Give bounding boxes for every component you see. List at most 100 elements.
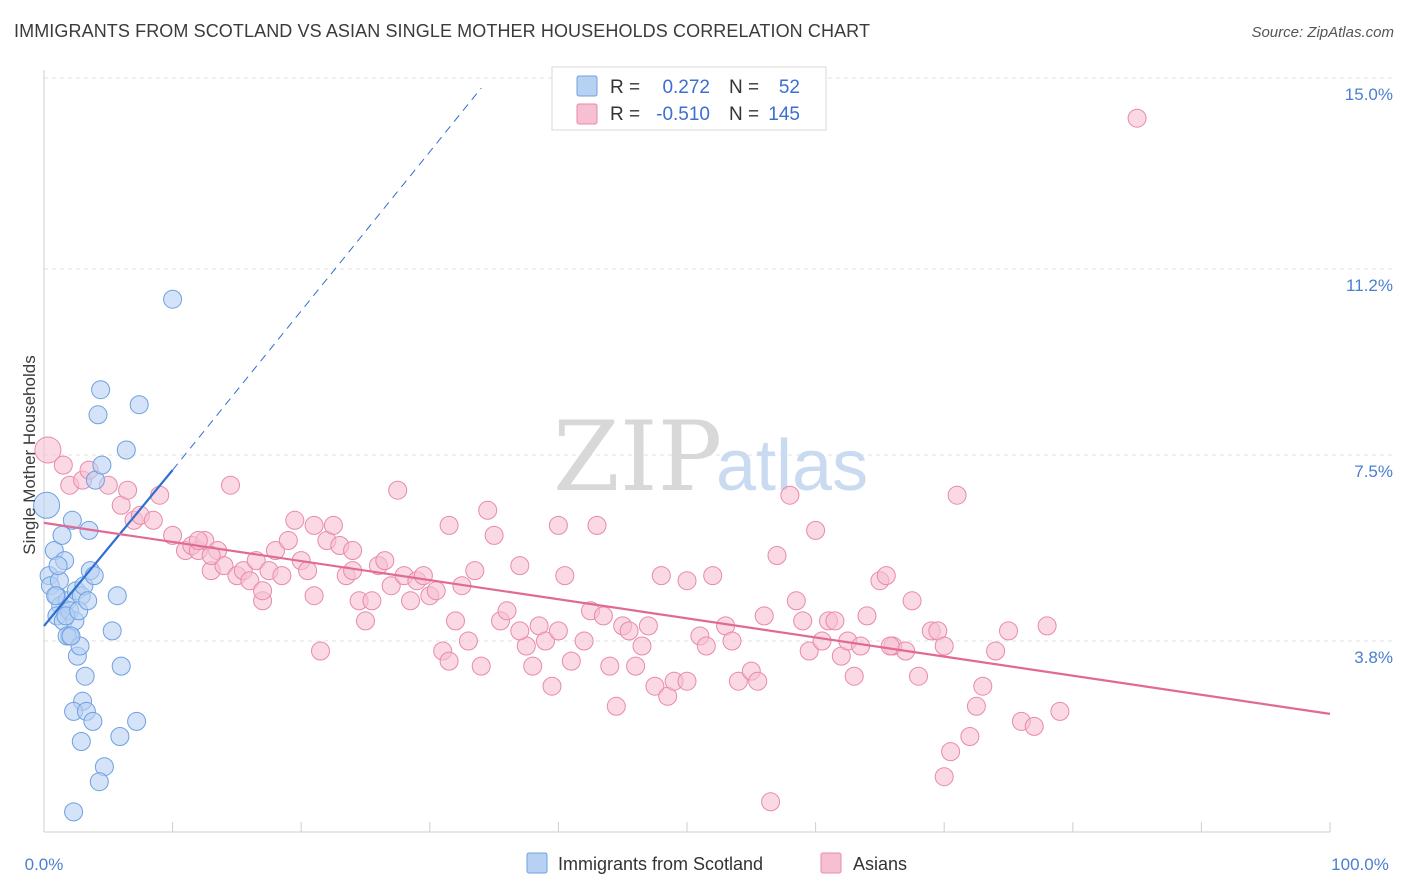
point-asians-87 [677, 571, 697, 591]
point-scotland-36 [116, 440, 136, 460]
point-asians-102 [806, 520, 826, 540]
point-scotland-49 [48, 556, 68, 576]
point-asians-90 [703, 566, 723, 586]
point-asians-19 [214, 556, 234, 576]
point-asians-100 [793, 611, 813, 631]
point-asians-95 [748, 671, 768, 691]
point-asians-46 [388, 480, 408, 500]
point-asians-114 [902, 591, 922, 611]
x-tick-marks [172, 822, 1331, 832]
y-tick-label-3: 15.0% [1345, 85, 1393, 104]
trendline-extension-scotland [172, 87, 482, 471]
point-scotland-45 [61, 626, 81, 646]
point-asians-66 [523, 656, 543, 676]
point-asians-135 [201, 546, 221, 565]
point-asians-36 [323, 515, 343, 535]
point-asians-84 [651, 566, 671, 586]
point-scotland-38 [110, 727, 130, 746]
point-scotland-33 [102, 621, 122, 641]
point-asians-63 [497, 601, 517, 621]
point-asians-59 [471, 656, 491, 676]
point-asians-96 [754, 606, 774, 626]
point-scotland-40 [71, 732, 91, 751]
point-asians-80 [626, 656, 646, 676]
point-asians-61 [484, 525, 504, 545]
point-asians-92 [722, 631, 742, 651]
stats-legend-box [551, 66, 827, 131]
point-scotland-37 [127, 711, 147, 731]
point-asians-50 [413, 566, 433, 586]
point-asians-124 [999, 621, 1018, 641]
point-asians-142 [548, 621, 568, 641]
point-asians-139 [677, 671, 697, 691]
point-scotland-50 [46, 586, 66, 606]
point-scotland-51 [78, 591, 98, 611]
point-asians-130 [761, 792, 781, 812]
point-asians-136 [439, 515, 459, 535]
legend-r-label-scotland: R = [610, 77, 640, 98]
point-asians-107 [844, 666, 864, 686]
point-asians-109 [857, 606, 877, 626]
point-scotland-28 [83, 711, 103, 731]
point-asians-29 [278, 531, 298, 550]
point-scotland-23 [75, 666, 95, 686]
series-asians [34, 108, 1147, 812]
point-scotland-13 [62, 510, 82, 530]
legend-n-value-asians: 145 [768, 104, 800, 125]
point-scotland-32 [91, 380, 111, 400]
legend-n-label-scotland: N = [729, 77, 759, 98]
source-credit: Source: ZipAtlas.com [1251, 24, 1394, 41]
point-scotland-42 [89, 772, 109, 792]
point-asians-60 [478, 500, 498, 520]
point-asians-23 [240, 571, 260, 591]
x-tick-label-min: 0.0% [25, 855, 64, 874]
point-asians-42 [362, 591, 382, 611]
point-asians-137 [510, 621, 530, 641]
point-asians-99 [786, 591, 806, 611]
point-asians-126 [1024, 716, 1044, 736]
point-asians-33 [304, 586, 324, 606]
point-asians-48 [401, 591, 420, 611]
series-legend: Immigrants from Scotland Asians [526, 852, 907, 874]
series-legend-swatch-asians [820, 852, 842, 874]
point-asians-127 [1037, 616, 1057, 636]
point-asians-32 [298, 561, 318, 581]
point-asians-1 [53, 455, 73, 475]
point-asians-71 [555, 566, 575, 586]
point-asians-76 [593, 606, 613, 626]
point-asians-7 [118, 480, 138, 500]
point-scotland-34 [107, 586, 127, 606]
point-asians-72 [561, 651, 581, 671]
point-asians-131 [880, 636, 900, 656]
point-asians-54 [439, 651, 459, 671]
point-asians-144 [253, 581, 273, 601]
point-asians-75 [587, 515, 607, 535]
series-layer [33, 87, 1331, 822]
point-asians-20 [221, 475, 240, 495]
point-asians-77 [600, 656, 620, 676]
point-asians-34 [311, 641, 330, 661]
point-scotland-47 [84, 566, 104, 586]
point-scotland-39 [129, 395, 149, 415]
point-asians-120 [960, 727, 980, 746]
point-asians-97 [767, 546, 787, 565]
legend-swatch-asians [576, 103, 598, 125]
point-scotland-12 [52, 525, 72, 545]
point-asians-111 [876, 566, 896, 586]
point-asians-55 [446, 611, 465, 631]
point-scotland-43 [64, 802, 84, 822]
y-tick-label-2: 11.2% [1346, 276, 1393, 295]
point-asians-118 [941, 742, 961, 762]
point-asians-78 [606, 696, 626, 716]
point-asians-101 [799, 641, 819, 661]
series-legend-swatch-scotland [526, 852, 548, 874]
point-asians-138 [619, 621, 639, 641]
y-tick-label-1: 7.5% [1354, 462, 1393, 481]
point-scotland-44 [163, 289, 183, 309]
point-asians-82 [638, 616, 658, 636]
series-legend-label-asians: Asians [853, 854, 907, 874]
legend-r-label-asians: R = [610, 104, 640, 125]
y-axis-label: Single Mother Households [20, 355, 39, 554]
point-asians-0 [34, 436, 62, 464]
legend-n-label-asians: N = [729, 104, 759, 125]
